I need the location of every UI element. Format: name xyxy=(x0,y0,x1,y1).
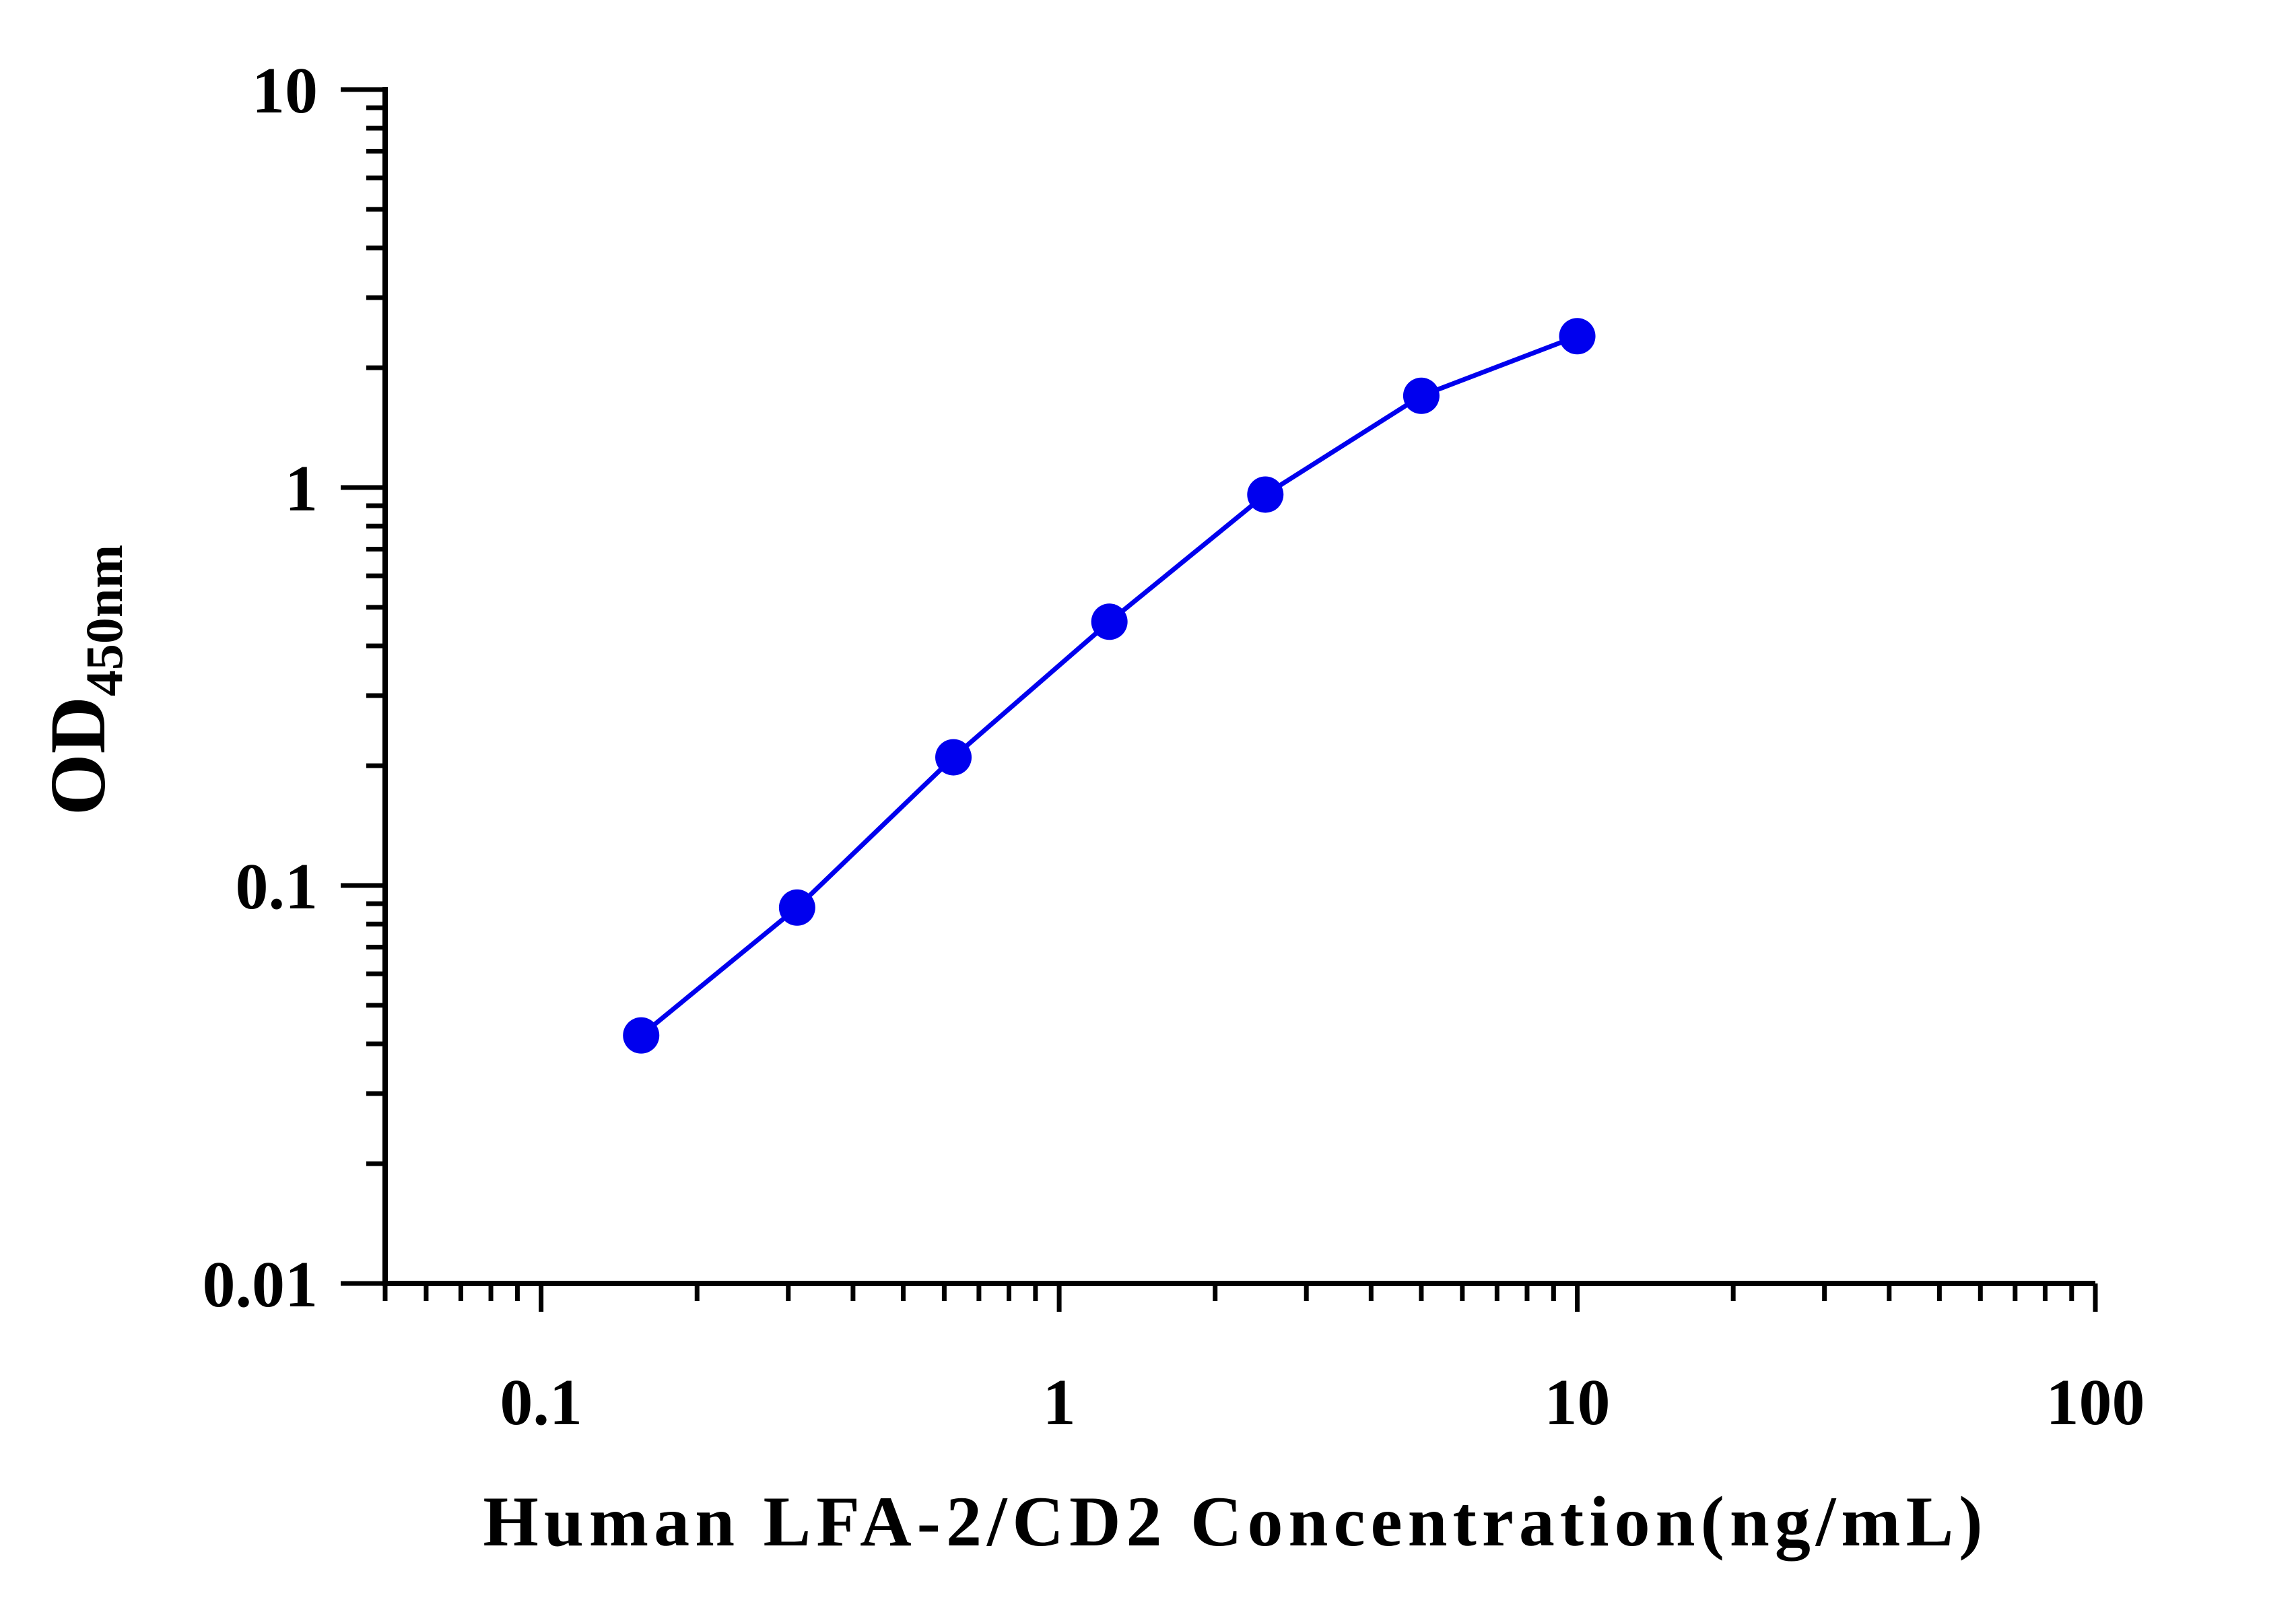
data-point xyxy=(1091,603,1128,640)
data-point xyxy=(1247,476,1284,513)
y-tick-label: 10 xyxy=(252,55,318,127)
data-point xyxy=(1559,318,1596,355)
y-axis-title: OD450nm xyxy=(34,545,133,815)
series-layer xyxy=(623,318,1596,1054)
data-point xyxy=(778,889,815,926)
y-tick-label: 0.1 xyxy=(236,850,318,923)
data-point xyxy=(623,1017,660,1054)
x-tick-label: 10 xyxy=(1545,1366,1611,1439)
y-tick-label: 1 xyxy=(285,453,318,525)
y-tick-label: 0.01 xyxy=(203,1248,318,1321)
data-point xyxy=(935,739,972,776)
series-line xyxy=(639,334,1578,1038)
data-point xyxy=(1403,377,1440,414)
axes: 0.1 1 10 100 0.01 0.1 1 10 xyxy=(203,55,2145,1439)
x-tick-label: 0.1 xyxy=(500,1366,582,1439)
x-tick-label: 100 xyxy=(2046,1366,2145,1439)
y-axis-title-subscript: 450nm xyxy=(75,545,133,696)
x-axis-title: Human LFA-2/CD2 Concentration(ng/mL) xyxy=(483,1482,1988,1561)
x-tick-label: 1 xyxy=(1043,1366,1076,1439)
y-axis-title-main: OD xyxy=(34,696,122,815)
